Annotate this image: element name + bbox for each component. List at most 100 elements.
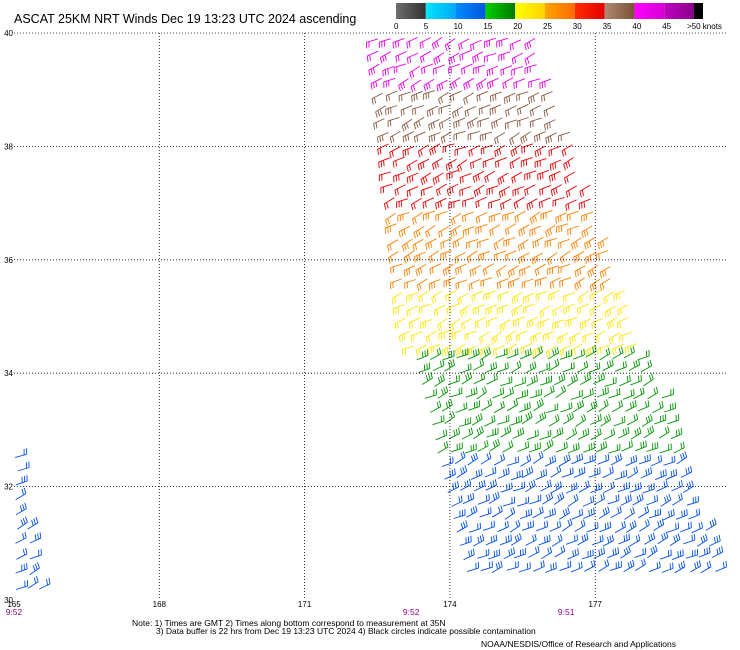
barb-feather bbox=[541, 188, 544, 195]
barb-feather bbox=[637, 358, 641, 365]
barb-shaft bbox=[614, 526, 626, 534]
barb-feather bbox=[670, 510, 673, 517]
wind-barb bbox=[626, 413, 639, 426]
wind-barb bbox=[482, 520, 495, 531]
wind-barb bbox=[479, 131, 493, 142]
barb-feather bbox=[427, 242, 430, 249]
barb-feather bbox=[548, 493, 551, 500]
barb-feather bbox=[561, 427, 564, 434]
barb-shaft bbox=[672, 498, 683, 506]
wind-barb bbox=[628, 358, 641, 371]
wind-barb bbox=[412, 238, 424, 252]
barb-feather bbox=[524, 190, 527, 197]
barb-shaft bbox=[542, 497, 553, 505]
barb-shaft bbox=[462, 211, 474, 217]
barb-shaft bbox=[517, 239, 529, 247]
barb-shaft bbox=[478, 250, 490, 256]
wind-barb bbox=[485, 534, 498, 546]
barb-feather bbox=[577, 297, 581, 304]
barb-feather bbox=[573, 335, 576, 342]
wind-barb bbox=[625, 520, 637, 533]
barb-feather bbox=[461, 309, 465, 316]
barb-shaft bbox=[696, 539, 708, 547]
barb-shaft bbox=[500, 430, 512, 438]
barb-shaft bbox=[637, 355, 650, 361]
barb-feather bbox=[574, 284, 577, 291]
wind-barb bbox=[438, 226, 450, 239]
barb-feather bbox=[622, 429, 625, 436]
barb-feather bbox=[536, 135, 539, 142]
wind-barb bbox=[418, 362, 431, 374]
wind-barb bbox=[430, 400, 442, 413]
wind-barb bbox=[505, 105, 517, 117]
barb-feather bbox=[614, 347, 617, 354]
wind-barb bbox=[525, 361, 537, 374]
barb-feather bbox=[511, 297, 514, 304]
barb-feather bbox=[646, 505, 650, 512]
barb-feather bbox=[499, 294, 502, 301]
barb-feather bbox=[423, 67, 426, 74]
barb-feather bbox=[381, 134, 384, 141]
barb-shaft bbox=[597, 459, 609, 465]
barb-shaft bbox=[394, 184, 406, 191]
barb-feather bbox=[688, 481, 692, 488]
barb-shaft bbox=[505, 105, 517, 112]
barb-feather bbox=[537, 545, 540, 552]
barb-feather bbox=[440, 97, 444, 104]
barb-feather bbox=[554, 348, 557, 355]
wind-barb bbox=[27, 575, 39, 589]
barb-feather bbox=[574, 271, 577, 278]
barb-feather bbox=[388, 94, 390, 101]
barb-shaft bbox=[590, 488, 602, 494]
wind-barb bbox=[416, 278, 428, 292]
barb-shaft bbox=[406, 292, 419, 297]
barb-feather bbox=[34, 534, 37, 541]
barb-feather bbox=[528, 467, 531, 474]
wind-barb bbox=[593, 493, 605, 505]
wind-barb bbox=[550, 184, 563, 197]
barb-feather bbox=[384, 69, 387, 76]
barb-feather bbox=[408, 164, 412, 171]
barb-feather bbox=[621, 522, 624, 529]
barb-shaft bbox=[534, 131, 546, 137]
wind-barb bbox=[566, 427, 578, 441]
wind-barb bbox=[476, 386, 487, 400]
barb-feather bbox=[576, 455, 579, 462]
barb-feather bbox=[515, 521, 519, 528]
wind-barb bbox=[521, 411, 533, 425]
wind-barb bbox=[404, 279, 417, 290]
barb-shaft bbox=[530, 331, 542, 338]
barb-shaft bbox=[14, 453, 27, 458]
barb-feather bbox=[534, 228, 536, 235]
barb-feather bbox=[410, 204, 414, 211]
barb-feather bbox=[431, 267, 434, 274]
wind-barb bbox=[542, 439, 554, 452]
barb-feather bbox=[534, 349, 537, 356]
barb-feather bbox=[581, 508, 584, 515]
barb-shaft bbox=[452, 106, 464, 113]
barb-feather bbox=[463, 322, 466, 329]
barb-feather bbox=[484, 177, 487, 184]
barb-feather bbox=[517, 429, 520, 436]
barb-feather bbox=[662, 470, 665, 477]
barb-shaft bbox=[506, 353, 519, 359]
barb-feather bbox=[609, 321, 612, 328]
wind-barb bbox=[509, 132, 520, 146]
barb-feather bbox=[398, 335, 401, 342]
barb-feather bbox=[576, 269, 580, 276]
wind-barb bbox=[511, 171, 523, 184]
wind-barb bbox=[470, 39, 482, 51]
barb-feather bbox=[507, 535, 510, 542]
wind-barb bbox=[442, 143, 455, 153]
barb-feather bbox=[566, 414, 570, 421]
wind-barb bbox=[533, 398, 544, 412]
barb-shaft bbox=[455, 279, 468, 285]
barb-feather bbox=[475, 175, 478, 182]
barb-shaft bbox=[574, 265, 586, 272]
barb-feather bbox=[421, 68, 423, 75]
barb-feather bbox=[456, 109, 459, 116]
barb-feather bbox=[455, 121, 458, 128]
barb-feather bbox=[505, 337, 508, 344]
wind-barb bbox=[559, 344, 572, 357]
wind-barb bbox=[507, 277, 520, 289]
